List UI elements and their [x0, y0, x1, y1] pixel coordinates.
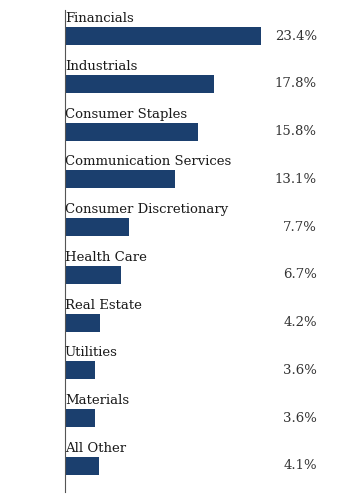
Text: Financials: Financials — [65, 12, 134, 25]
Text: 7.7%: 7.7% — [283, 221, 317, 234]
Text: 13.1%: 13.1% — [275, 173, 317, 186]
Bar — [65, 170, 175, 188]
Text: 4.1%: 4.1% — [283, 459, 317, 472]
Text: Industrials: Industrials — [65, 60, 137, 73]
Text: 3.6%: 3.6% — [283, 364, 317, 377]
Text: Utilities: Utilities — [65, 346, 118, 359]
Text: 4.2%: 4.2% — [283, 316, 317, 329]
Bar — [65, 218, 130, 236]
Text: Real Estate: Real Estate — [65, 299, 142, 312]
Text: 23.4%: 23.4% — [275, 30, 317, 43]
Bar — [65, 457, 99, 475]
Bar — [65, 409, 95, 427]
Text: 6.7%: 6.7% — [283, 268, 317, 281]
Text: All Other: All Other — [65, 442, 126, 455]
Bar — [65, 123, 198, 141]
Text: Consumer Staples: Consumer Staples — [65, 108, 187, 121]
Text: Consumer Discretionary: Consumer Discretionary — [65, 203, 228, 216]
Text: Communication Services: Communication Services — [65, 156, 231, 168]
Text: Health Care: Health Care — [65, 251, 147, 264]
Bar — [65, 75, 214, 93]
Text: 3.6%: 3.6% — [283, 412, 317, 424]
Text: 17.8%: 17.8% — [275, 78, 317, 90]
Bar — [65, 27, 261, 45]
Bar — [65, 266, 121, 284]
Bar — [65, 361, 95, 379]
Bar — [65, 314, 100, 331]
Text: Materials: Materials — [65, 394, 129, 407]
Text: 15.8%: 15.8% — [275, 125, 317, 138]
